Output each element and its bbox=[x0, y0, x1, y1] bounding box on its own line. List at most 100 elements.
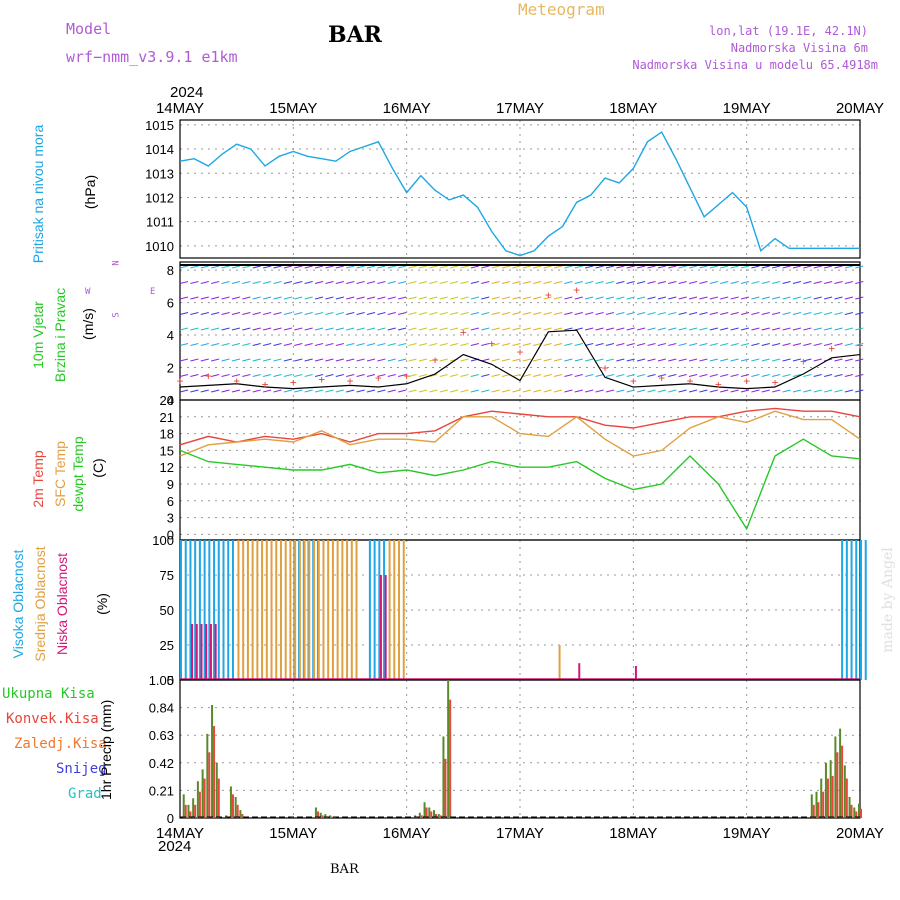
cloud-bar bbox=[341, 540, 344, 680]
wind-arrow bbox=[501, 312, 511, 315]
wind-arrow bbox=[699, 265, 708, 269]
wind-arrow bbox=[699, 296, 708, 300]
wind-arrow bbox=[522, 281, 531, 284]
wind-arrow bbox=[564, 265, 573, 269]
wind-arrow bbox=[553, 374, 563, 377]
wind-arrow bbox=[699, 343, 708, 346]
wind-arrow bbox=[200, 389, 209, 393]
cloud-bar bbox=[313, 540, 316, 680]
wind-arrow bbox=[688, 374, 698, 377]
date-label-bottom: 18MAY bbox=[609, 825, 657, 842]
date-label-top: 15MAY bbox=[269, 100, 317, 117]
wind-arrow bbox=[449, 265, 459, 269]
wind-arrow bbox=[377, 389, 386, 393]
cloud-bar bbox=[383, 540, 386, 680]
cloud-bar bbox=[231, 540, 234, 680]
gust-marker: + bbox=[743, 375, 750, 388]
precip-conv-bar bbox=[425, 807, 428, 818]
wind-arrow bbox=[803, 312, 812, 315]
precip-conv-bar bbox=[836, 752, 839, 818]
wind-arrow bbox=[283, 265, 293, 269]
cloud-bar bbox=[198, 540, 201, 680]
wind-arrow bbox=[439, 389, 448, 393]
wind-arrow bbox=[408, 265, 417, 269]
wind-arrow bbox=[636, 327, 646, 331]
precip-total-bar bbox=[839, 728, 842, 818]
wind-arrow bbox=[564, 343, 573, 346]
wind-arrow bbox=[242, 374, 251, 377]
wind-arrow bbox=[283, 343, 293, 346]
wind-arrow bbox=[179, 389, 189, 393]
wind-arrow bbox=[636, 296, 646, 300]
wind-arrow bbox=[231, 312, 241, 315]
cloud-bar bbox=[265, 540, 268, 680]
wind-arrow bbox=[657, 296, 667, 300]
wind-arrow bbox=[252, 296, 261, 300]
y-tick-label: 1014 bbox=[145, 142, 174, 157]
wind-arrow bbox=[387, 374, 396, 377]
wind-arrow bbox=[304, 265, 313, 269]
wind-arrow bbox=[813, 296, 822, 300]
precip-total-bar bbox=[418, 812, 421, 818]
wind-arrow bbox=[678, 265, 687, 269]
wind-arrow bbox=[751, 389, 760, 393]
wind-arrow bbox=[782, 327, 791, 331]
precip-conv-bar bbox=[213, 726, 216, 818]
wind-arrow bbox=[761, 343, 770, 346]
y-tick-label: 0 bbox=[167, 527, 174, 542]
wind-arrow bbox=[262, 374, 272, 377]
wind-arrow bbox=[636, 374, 646, 377]
precip-total-bar bbox=[201, 769, 204, 818]
precip-total-bar bbox=[329, 815, 332, 818]
wind-arrow bbox=[460, 265, 469, 269]
wind-arrow bbox=[595, 358, 604, 362]
wind-arrow bbox=[481, 281, 490, 284]
precip-total-bar bbox=[829, 760, 832, 818]
wind-arrow bbox=[481, 296, 490, 300]
wind-arrow bbox=[221, 358, 230, 362]
date-label-bottom: 20MAY bbox=[836, 825, 884, 842]
wind-arrow bbox=[242, 327, 251, 331]
wind-arrow bbox=[730, 358, 739, 362]
precip-total-bar bbox=[834, 736, 837, 818]
wind-arrow bbox=[740, 389, 750, 393]
wind-arrow bbox=[273, 389, 282, 393]
precip-total-bar bbox=[319, 812, 322, 818]
wind-arrow bbox=[273, 281, 282, 284]
wind-arrow bbox=[699, 389, 708, 393]
wind-arrow bbox=[273, 296, 282, 300]
cloud-bar bbox=[350, 540, 353, 680]
wind-arrow bbox=[626, 265, 635, 269]
wind-arrow bbox=[242, 296, 251, 300]
wind-arrow bbox=[501, 265, 511, 269]
wind-arrow bbox=[605, 374, 615, 377]
wind-arrow bbox=[408, 281, 417, 284]
y-tick-label: 4 bbox=[167, 328, 174, 343]
wind-arrow bbox=[262, 327, 272, 331]
temp-line-1 bbox=[179, 410, 861, 457]
wind-arrow bbox=[605, 389, 615, 393]
wind-arrow bbox=[408, 312, 417, 315]
wind-arrow bbox=[501, 296, 511, 300]
wind-arrow bbox=[761, 327, 770, 331]
wind-arrow bbox=[231, 327, 241, 331]
wind-arrow bbox=[699, 327, 708, 331]
wind-arrow bbox=[294, 343, 303, 346]
wind-arrow bbox=[761, 312, 770, 315]
station-title: BAR bbox=[328, 22, 382, 48]
wind-arrow bbox=[740, 343, 750, 346]
wind-arrow bbox=[231, 374, 241, 377]
gust-marker: + bbox=[857, 339, 864, 352]
wind-arrow bbox=[657, 374, 667, 377]
wind-arrow bbox=[335, 389, 344, 393]
wind-arrow bbox=[844, 327, 854, 331]
wind-arrow bbox=[200, 281, 209, 284]
wind-arrow bbox=[366, 374, 376, 377]
wind-arrow bbox=[449, 281, 459, 284]
cloud-bar bbox=[298, 540, 301, 680]
precip-conv-bar bbox=[231, 794, 234, 818]
cloud-bar bbox=[855, 540, 858, 680]
y-tick-label: 15 bbox=[160, 443, 174, 458]
wind-arrow bbox=[668, 343, 677, 346]
